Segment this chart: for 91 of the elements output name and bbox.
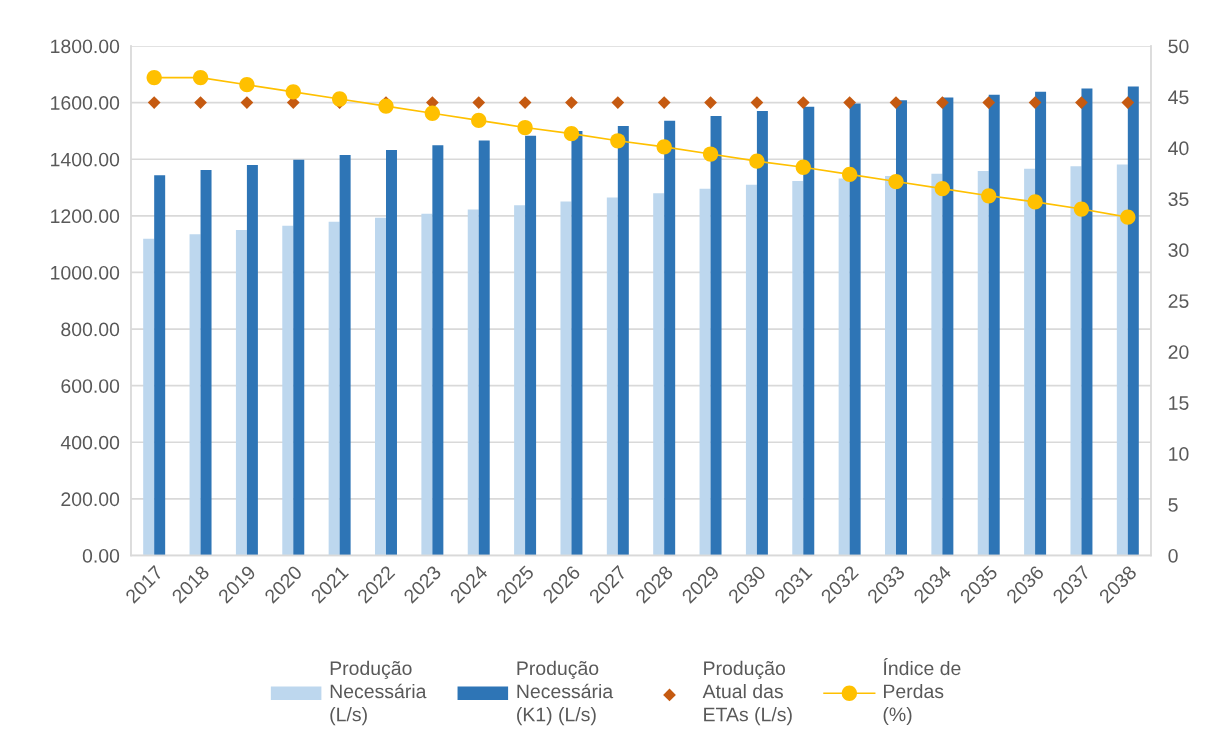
point [981,188,997,204]
y-tick-label: 400.00 [60,435,120,450]
point [424,105,440,121]
bar [756,111,768,556]
legend-label: Produção Atual das ETAs (L/s) [702,660,792,726]
point [146,69,162,86]
bar [988,94,1000,556]
point [934,181,950,197]
bar [931,173,943,556]
y-tick-label: 1200.00 [51,209,120,224]
bar [282,225,294,556]
bar [375,217,386,556]
bar [653,193,665,556]
bar [525,135,537,556]
legend-label: Produção Necessária (K1) (L/s) [517,660,614,726]
bar [200,169,212,556]
bar [328,221,340,556]
bar [617,126,629,556]
bar [1070,166,1082,556]
y-tick-label: 0.00 [82,548,120,563]
legend-label: Índice de Perdas (%) [883,658,961,726]
bar [1035,91,1047,556]
point [192,69,209,86]
point [1027,194,1043,210]
bar [792,181,804,556]
bar [1081,88,1093,556]
bar [143,238,155,556]
y-tick-label: 1800.00 [51,39,120,54]
point [888,173,904,190]
point [702,146,719,162]
bar [189,234,201,556]
y2-tick-label: 0 [1168,548,1178,563]
point [842,166,858,183]
bar [977,171,989,556]
bar [1127,86,1139,556]
bar [699,188,711,556]
point [239,77,255,93]
point [378,98,394,114]
bar [803,106,815,556]
bar [710,115,722,556]
bar [942,97,954,556]
bar [885,175,896,556]
bar [154,175,166,556]
point [749,153,765,169]
y2-tick-label: 40 [1168,141,1189,156]
bar [339,154,351,556]
y-tick-label: 1600.00 [51,96,120,110]
y-tick-label: 600.00 [61,379,120,393]
bar [478,140,490,556]
bar [849,103,861,556]
y2-tick-label: 50 [1168,39,1189,54]
point [332,91,348,107]
bar [745,184,757,556]
bar [386,149,397,556]
point [795,159,811,175]
y2-tick-label: 20 [1168,345,1189,359]
point [471,112,487,129]
bar [1024,168,1036,556]
bar [467,209,479,556]
bar [246,164,258,556]
bar [514,205,526,556]
bar [896,100,907,556]
bar [421,213,433,556]
y-tick-label: 1000.00 [51,265,120,280]
y2-tick-label: 35 [1168,192,1189,207]
y-tick-label: 800.00 [61,322,120,337]
y2-tick-label: 45 [1168,90,1189,105]
point [656,139,672,155]
bar [293,159,305,556]
point [563,126,580,142]
y2-tick-label: 15 [1169,396,1189,410]
bar [664,120,676,556]
point [517,119,533,136]
point [1120,209,1136,225]
bar [1116,164,1128,556]
bar [838,178,850,556]
bar [432,145,444,556]
y2-tick-label: 5 [1168,498,1178,512]
y2-tick-label: 10 [1169,447,1189,461]
bar [606,197,618,556]
y-tick-label: 1400.00 [51,152,120,167]
point [285,84,301,100]
legend-label: Produção Necessária (L/s) [330,660,427,726]
bar [560,201,572,556]
y2-tick-label: 30 [1168,243,1189,258]
y-tick-label: 200.00 [61,492,120,507]
bar [571,130,583,556]
bar [235,229,247,556]
point [610,133,626,149]
y2-tick-label: 25 [1168,294,1189,308]
point [1073,201,1090,217]
